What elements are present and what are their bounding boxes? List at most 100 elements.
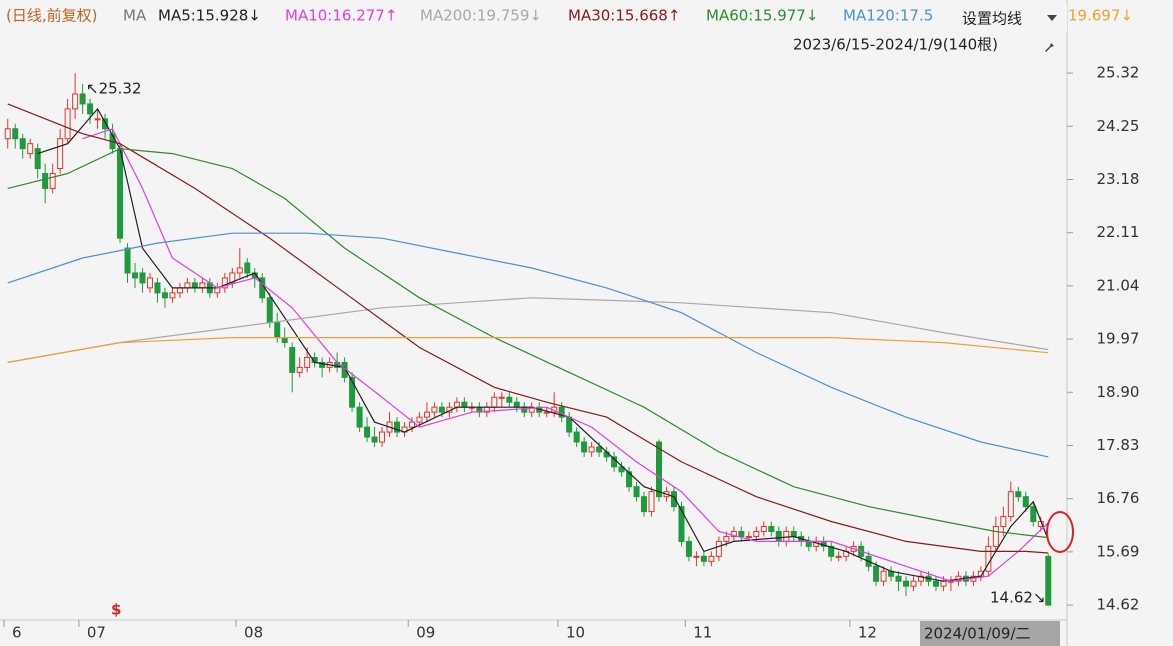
candle-body	[139, 272, 146, 284]
dropdown-icon[interactable]	[1047, 15, 1057, 21]
ma-line	[82, 128, 1049, 582]
candle-body	[910, 580, 917, 587]
candle-body	[918, 575, 924, 582]
x-tick-label: 6	[12, 624, 22, 642]
y-tick-label: 17.83	[1097, 436, 1140, 454]
header: (日线,前复权)	[6, 7, 97, 25]
ma-line	[7, 103, 1049, 554]
candle-body	[596, 446, 603, 453]
candle-body	[146, 277, 153, 289]
max-annotation: ↖25.32	[86, 80, 142, 98]
y-tick-label: 25.32	[1097, 64, 1140, 82]
candle-body	[895, 575, 902, 582]
candle-body	[102, 118, 109, 130]
x-tick-label: 11	[693, 624, 712, 642]
y-tick-label: 15.69	[1097, 542, 1140, 560]
candle-body	[745, 535, 752, 538]
candle-body	[94, 118, 101, 121]
settings-bg[interactable]	[955, 4, 1067, 32]
candle-body	[169, 292, 176, 299]
candle-body	[835, 555, 842, 558]
ma-line	[37, 107, 1049, 582]
candle-body	[296, 366, 303, 373]
candle-body	[319, 361, 326, 368]
candle-body	[626, 471, 633, 488]
candle-body	[42, 173, 49, 189]
candle-body	[1007, 491, 1014, 518]
candle-body	[513, 401, 520, 408]
candle-body	[775, 530, 782, 542]
candle-body	[768, 526, 775, 532]
candle-body	[1000, 516, 1007, 528]
candle-body	[678, 506, 685, 542]
event-marker[interactable]: $	[111, 601, 121, 619]
candle-body	[670, 491, 677, 508]
candle-body	[72, 93, 79, 110]
candle-body	[191, 282, 198, 289]
candle-body	[723, 535, 730, 542]
ma-label: MA	[123, 7, 147, 25]
candle-body	[700, 555, 707, 562]
candle-body	[281, 337, 288, 344]
candle-body	[880, 570, 887, 582]
candle-body	[431, 406, 438, 413]
axes: 25.32 24.25 23.18 22.11 21.04 19.97 18.90 17.83…	[3, 64, 1140, 642]
range-label: 2023/6/15-2024/1/9(140根)	[793, 36, 998, 54]
candle-body	[236, 267, 243, 274]
candle-body	[543, 411, 550, 414]
candle-body	[87, 103, 94, 115]
legend-entry: MA200:19.759↓	[420, 7, 542, 25]
x-tick-label: 08	[244, 624, 263, 642]
candle-body	[693, 555, 700, 558]
candle-body	[1015, 491, 1022, 498]
candle-body	[581, 441, 588, 453]
legend-entry: MA5:15.928↓	[158, 7, 261, 25]
candle-body	[154, 282, 161, 294]
candle-body	[64, 108, 71, 140]
candle-body	[19, 138, 26, 150]
candle-body	[274, 322, 281, 339]
candle-body	[416, 416, 423, 423]
candle-body	[27, 143, 34, 155]
candle-body	[1030, 506, 1037, 523]
candle-body	[1045, 555, 1052, 606]
legend-entry: MA120:17.5	[843, 7, 933, 25]
highlight-circle	[1046, 511, 1074, 553]
candle-body	[244, 262, 251, 274]
legend-entry: 19.697↓	[1068, 7, 1133, 25]
candle-body	[57, 138, 64, 170]
candle-body	[371, 436, 378, 443]
candle-body	[641, 496, 648, 513]
min-annotation: 14.62↘	[990, 589, 1046, 607]
pin-icon[interactable]	[1045, 38, 1054, 52]
candle-body	[214, 287, 221, 294]
candle-body	[423, 411, 430, 418]
candle-body	[903, 580, 910, 587]
candle-body	[491, 396, 498, 408]
candle-body	[199, 282, 206, 289]
x-tick-label: 09	[416, 624, 435, 642]
y-tick-label: 18.90	[1097, 383, 1140, 401]
candle-body	[618, 466, 625, 473]
candle-body	[289, 347, 296, 373]
candle-body	[1022, 496, 1029, 508]
candle-body	[408, 421, 415, 428]
candle-body	[521, 406, 528, 413]
settings-button[interactable]: 设置均线	[962, 10, 1022, 28]
y-tick-label: 19.97	[1097, 330, 1140, 348]
candle-body	[932, 580, 939, 587]
candle-body	[753, 530, 760, 537]
y-tick-label: 23.18	[1097, 170, 1140, 188]
candle-body	[940, 580, 947, 587]
candle-body	[573, 431, 580, 443]
x-tick-label: 07	[87, 624, 106, 642]
candle-body	[656, 441, 662, 498]
candle-body	[304, 356, 311, 368]
legend-entry: MA10:16.277↑	[285, 7, 397, 25]
candle-body	[79, 93, 86, 105]
y-tick-label: 16.76	[1097, 489, 1140, 507]
legend: MA5:15.928↓ MA10:16.277↑ MA200:19.759↓ MA30…	[158, 7, 1133, 25]
